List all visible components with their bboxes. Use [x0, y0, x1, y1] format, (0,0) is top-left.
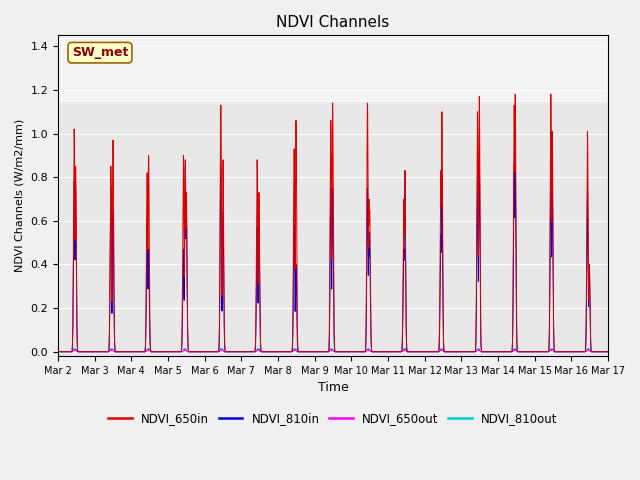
- Legend: NDVI_650in, NDVI_810in, NDVI_650out, NDVI_810out: NDVI_650in, NDVI_810in, NDVI_650out, NDV…: [104, 407, 563, 430]
- Title: NDVI Channels: NDVI Channels: [276, 15, 390, 30]
- Y-axis label: NDVI Channels (W/m2/mm): NDVI Channels (W/m2/mm): [15, 119, 25, 272]
- Text: SW_met: SW_met: [72, 46, 128, 59]
- X-axis label: Time: Time: [317, 382, 348, 395]
- Bar: [58, 36, 608, 101]
